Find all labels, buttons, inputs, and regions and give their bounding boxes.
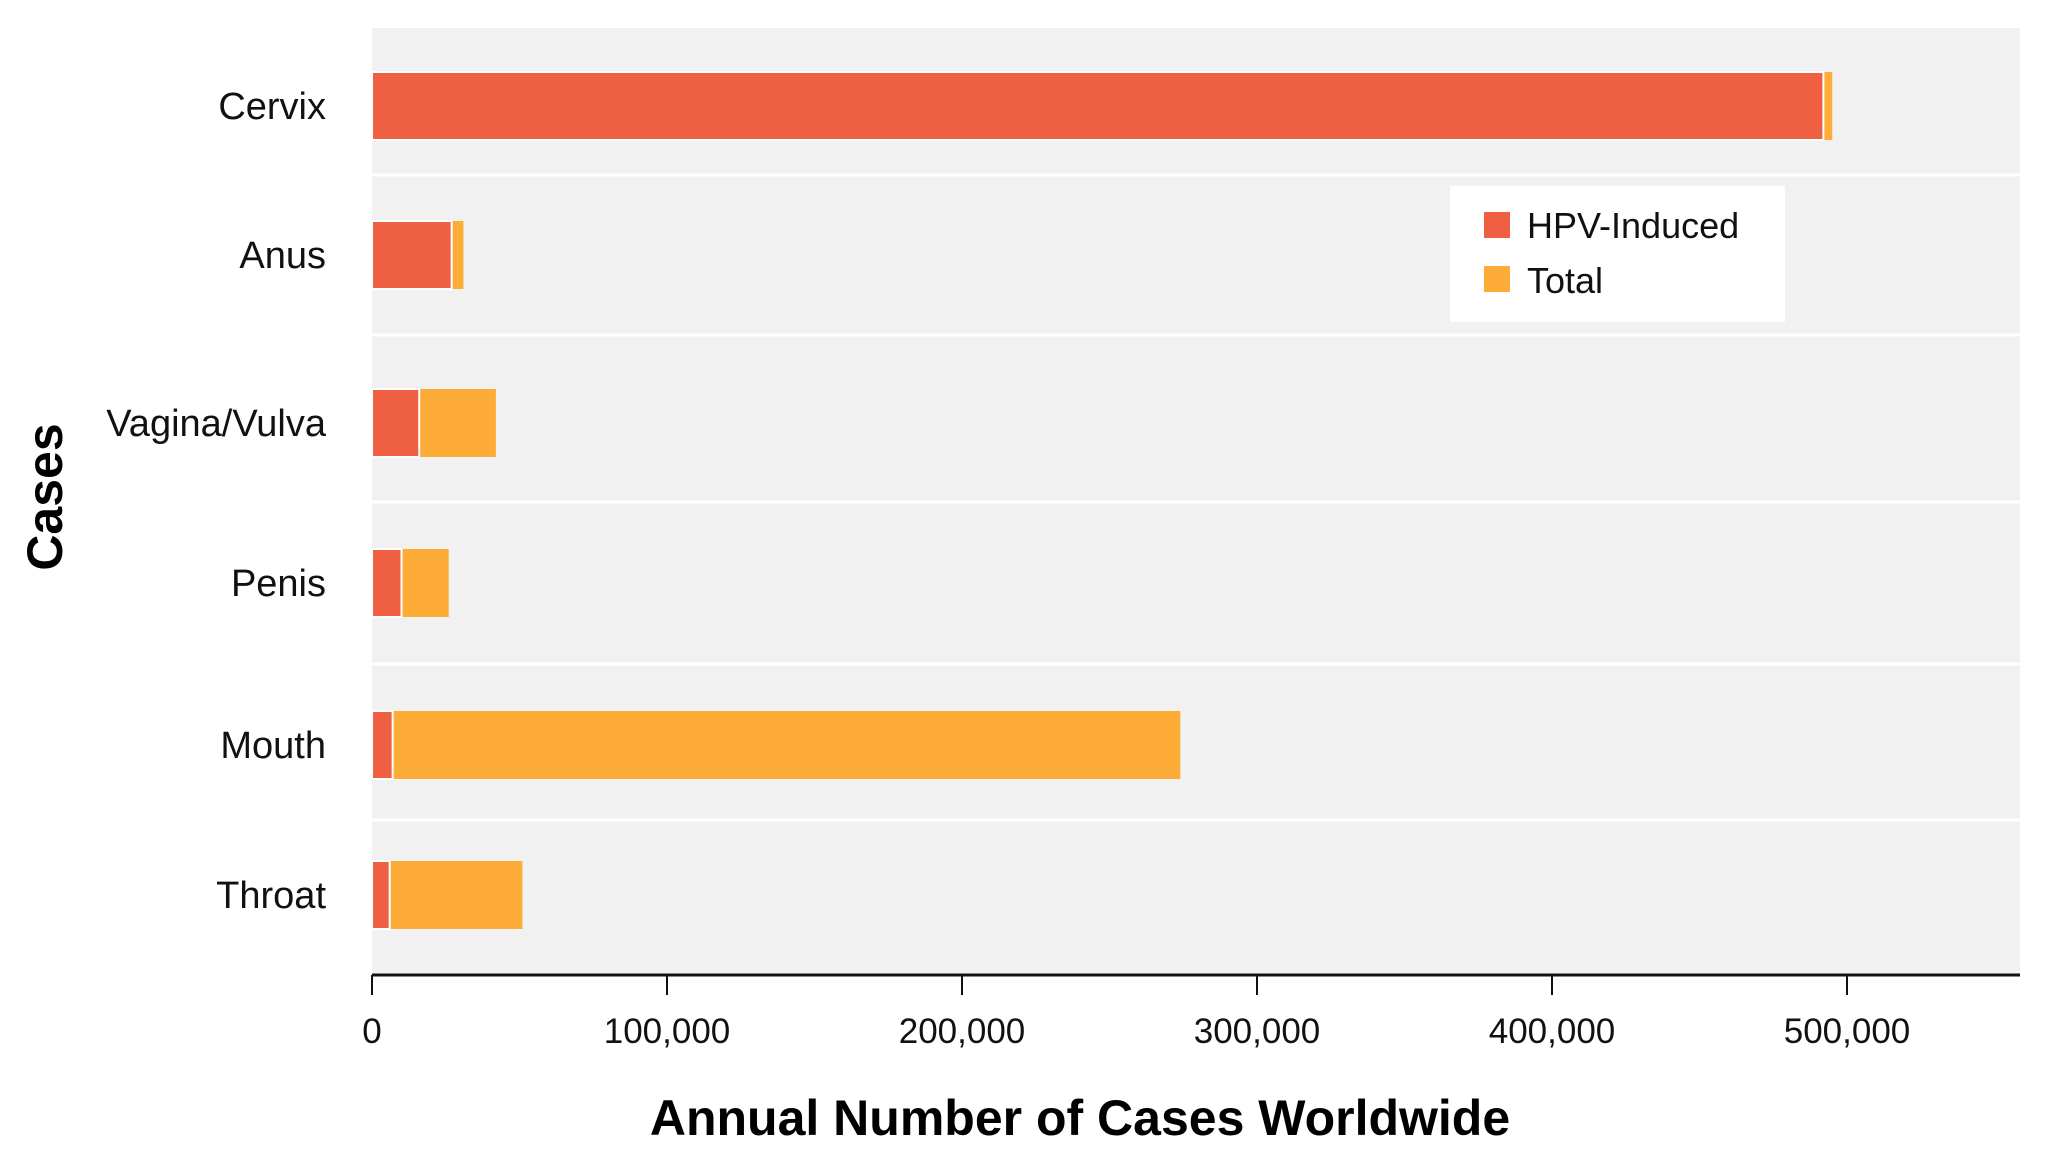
- x-axis-ticks: 0 100,000 200,000 300,000 400,000 500,000: [362, 975, 1910, 1051]
- category-label-mouth: Mouth: [220, 725, 326, 767]
- bar-hpv-induced-throat: [371, 860, 391, 930]
- bar-hpv-induced-mouth: [371, 710, 394, 780]
- category-label-anus: Anus: [239, 235, 326, 277]
- bar-total-mouth: [392, 711, 1181, 779]
- x-axis-title: Annual Number of Cases Worldwide: [650, 1090, 1510, 1146]
- legend-swatch-total: [1484, 266, 1510, 292]
- x-tick-label: 200,000: [899, 1012, 1026, 1051]
- bar-total-cervix: [1823, 72, 1833, 140]
- category-label-throat: Throat: [216, 875, 326, 917]
- x-tick-label: 100,000: [604, 1012, 731, 1051]
- bar-hpv-induced-penis: [371, 548, 403, 618]
- legend-label-hpv-induced: HPV-Induced: [1527, 205, 1739, 246]
- x-tick-label: 300,000: [1194, 1012, 1321, 1051]
- x-tick-label: 500,000: [1784, 1012, 1911, 1051]
- x-tick-label: 400,000: [1489, 1012, 1616, 1051]
- legend-label-total: Total: [1527, 260, 1603, 301]
- legend: HPV-Induced Total: [1450, 186, 1785, 322]
- bar-total-vagina-vulva: [419, 389, 496, 457]
- category-labels: Cervix Anus Vagina/Vulva Penis Mouth Throat: [106, 86, 327, 917]
- bar-hpv-induced-cervix: [371, 71, 1825, 141]
- bar-total-anus: [451, 221, 464, 289]
- legend-box: [1450, 186, 1785, 322]
- y-axis-title: Cases: [17, 423, 73, 570]
- category-label-vagina-vulva: Vagina/Vulva: [106, 403, 327, 445]
- legend-swatch-hpv-induced: [1484, 212, 1510, 238]
- bars-group: [371, 71, 1833, 930]
- bar-hpv-induced-anus: [371, 220, 453, 290]
- category-label-penis: Penis: [231, 563, 326, 605]
- category-label-cervix: Cervix: [218, 86, 326, 128]
- bar-hpv-induced-vagina-vulva: [371, 388, 421, 458]
- row-separators: [372, 173, 2020, 822]
- bar-total-throat: [389, 861, 523, 929]
- bar-total-penis: [401, 549, 449, 617]
- x-tick-label: 0: [362, 1012, 381, 1051]
